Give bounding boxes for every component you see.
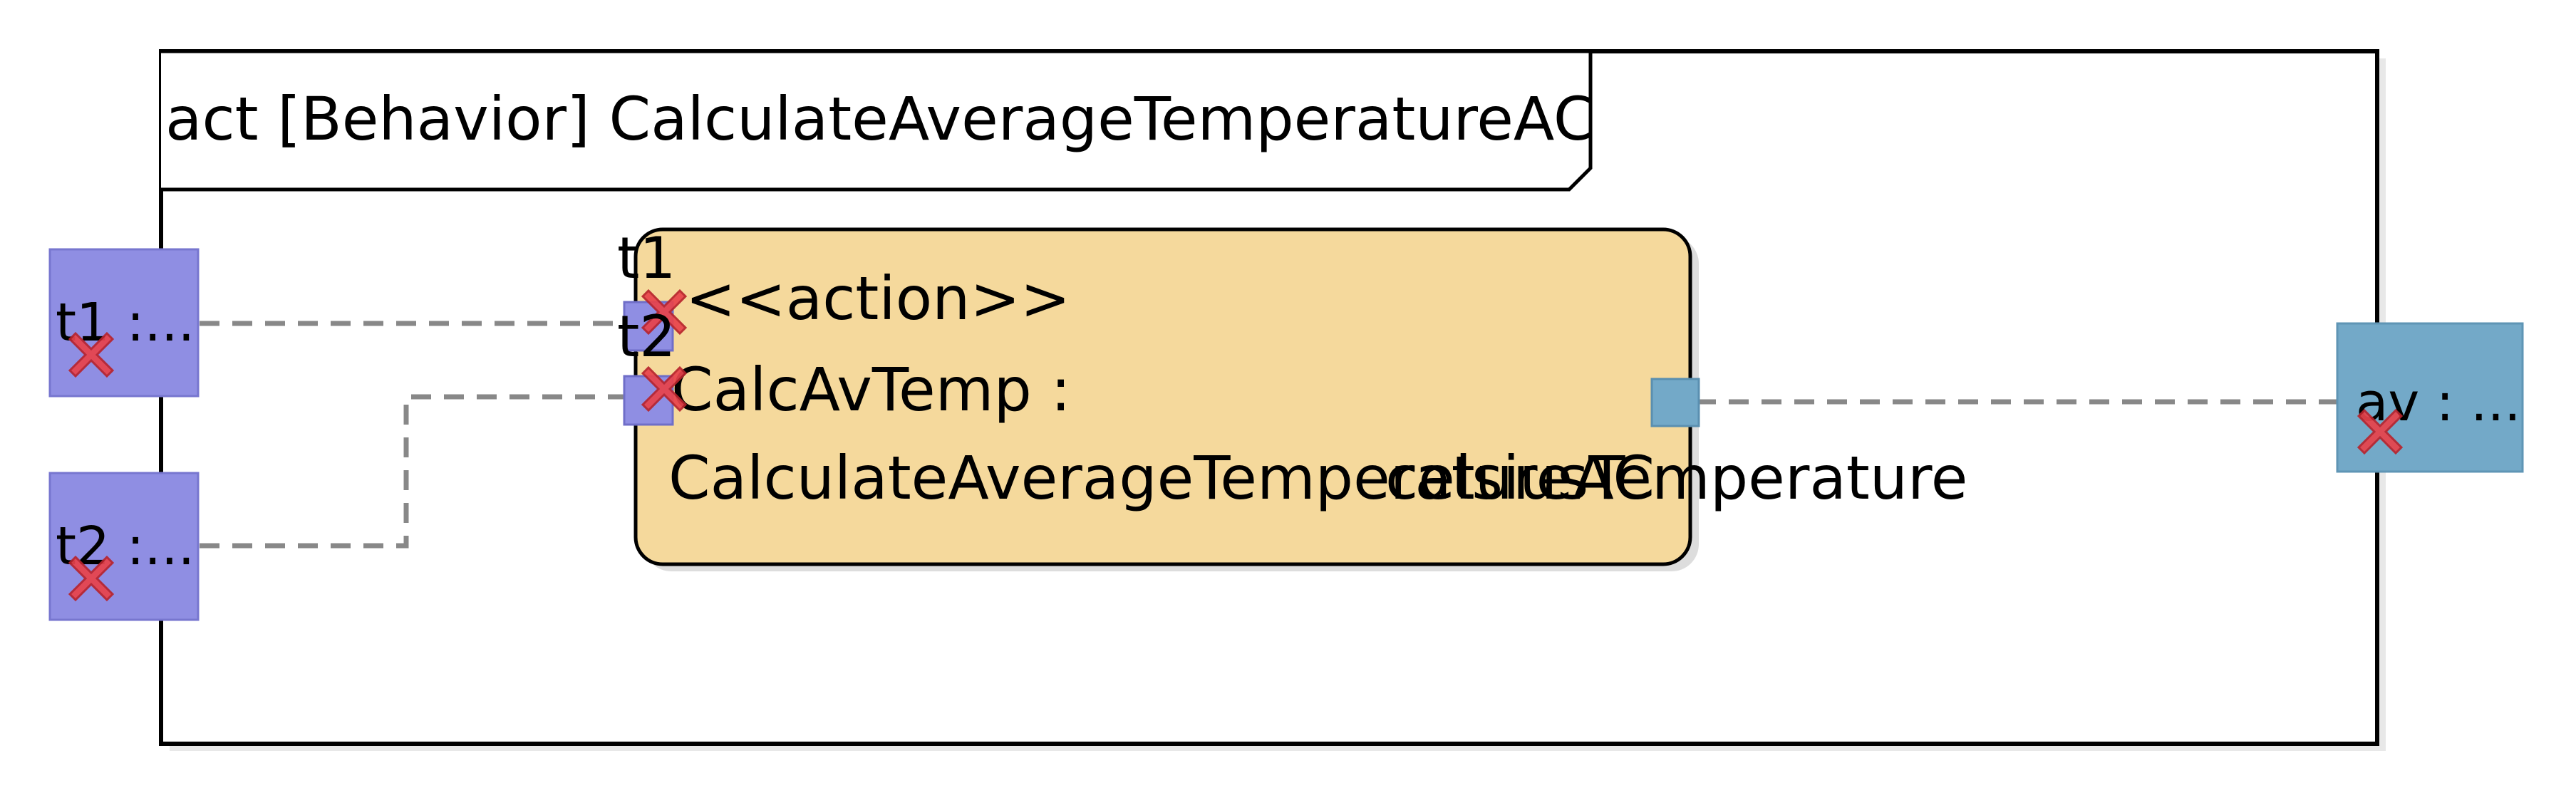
action-name-line2: CalculateAverageTemperatureAC <box>668 443 1655 513</box>
frame-title: act [Behavior] CalculateAverageTemperatu… <box>165 84 1595 154</box>
input-pin-t2[interactable]: t2 <box>617 303 687 426</box>
action-stereotype: <<action>> <box>686 264 1070 333</box>
action-name-line1: CalcAvTemp : <box>671 355 1071 425</box>
flow-t2[interactable] <box>200 394 626 549</box>
pin-out-box[interactable] <box>1650 378 1700 427</box>
input-pin-t1[interactable]: t1 <box>617 225 687 352</box>
pin-out-label: celsiusTemperature <box>1385 443 1967 513</box>
parameter-node-t1[interactable]: t1 :... <box>48 248 200 398</box>
object-flows <box>200 321 2339 549</box>
frame-title-tab <box>161 49 1593 192</box>
output-pin-celsius-temperature[interactable]: celsiusTemperature <box>1385 378 1967 513</box>
param-av-label: av : ... <box>2356 372 2521 433</box>
parameter-node-av[interactable]: av : ... <box>2336 322 2524 473</box>
pin-t1-label: t1 <box>617 225 676 291</box>
pin-t2-label: t2 <box>617 303 676 370</box>
action-calc-av-temp[interactable]: <<action>> CalcAvTemp : CalculateAverage… <box>633 227 1699 571</box>
parameter-node-t2[interactable]: t2 :... <box>48 472 200 621</box>
